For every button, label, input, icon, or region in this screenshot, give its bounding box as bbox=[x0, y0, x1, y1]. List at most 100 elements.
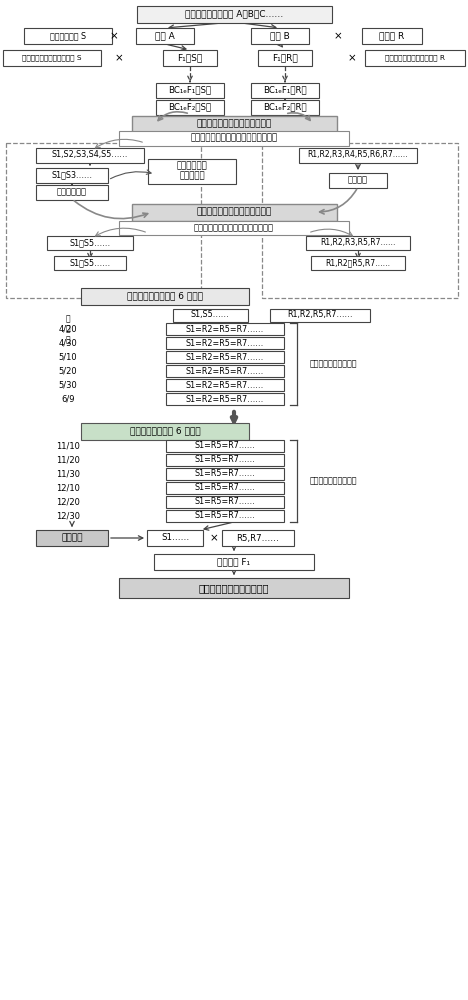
FancyBboxPatch shape bbox=[36, 530, 108, 546]
Text: S1、S5……: S1、S5…… bbox=[69, 258, 110, 267]
Text: BC₁ₑF₁（S）: BC₁ₑF₁（S） bbox=[168, 86, 212, 95]
Text: 11/10: 11/10 bbox=[56, 442, 80, 450]
Text: S1=R5=R7……: S1=R5=R7…… bbox=[195, 484, 256, 492]
Text: 镜检选择花粉
不育的单株: 镜检选择花粉 不育的单株 bbox=[176, 161, 207, 181]
FancyBboxPatch shape bbox=[306, 236, 410, 250]
Text: R1,R2、R5,R7……: R1,R2、R5,R7…… bbox=[325, 258, 391, 267]
Text: F₁（S）: F₁（S） bbox=[177, 53, 203, 62]
Text: F₁（R）: F₁（R） bbox=[272, 53, 298, 62]
FancyBboxPatch shape bbox=[36, 184, 108, 200]
FancyBboxPatch shape bbox=[166, 365, 284, 377]
FancyBboxPatch shape bbox=[24, 28, 112, 44]
Text: S1……: S1…… bbox=[161, 534, 189, 542]
Text: 剃茎自交收种: 剃茎自交收种 bbox=[57, 188, 87, 196]
FancyBboxPatch shape bbox=[119, 578, 349, 598]
FancyBboxPatch shape bbox=[136, 28, 194, 44]
FancyBboxPatch shape bbox=[166, 337, 284, 349]
Text: R5,R7……: R5,R7…… bbox=[236, 534, 279, 542]
Text: BC₁ₑF₁（R）: BC₁ₑF₁（R） bbox=[263, 86, 307, 95]
Text: ×: × bbox=[115, 53, 124, 63]
FancyBboxPatch shape bbox=[54, 256, 126, 270]
FancyBboxPatch shape bbox=[36, 167, 108, 182]
Text: S1=R5=R7……: S1=R5=R7…… bbox=[195, 470, 256, 479]
Text: 播
种
期: 播 种 期 bbox=[66, 314, 70, 344]
Text: 播始历期相近的亲本 A、B、C……: 播始历期相近的亲本 A、B、C…… bbox=[185, 9, 283, 18]
Text: 亲本生育期相近的杂交水稻: 亲本生育期相近的杂交水稻 bbox=[199, 583, 269, 593]
Text: 选择优良 F₁: 选择优良 F₁ bbox=[218, 558, 250, 566]
FancyBboxPatch shape bbox=[166, 496, 284, 508]
FancyBboxPatch shape bbox=[222, 530, 294, 546]
FancyBboxPatch shape bbox=[251, 28, 309, 44]
Text: 5/30: 5/30 bbox=[58, 380, 77, 389]
Text: BC₁ₑF₂（S）: BC₁ₑF₂（S） bbox=[168, 103, 212, 111]
FancyBboxPatch shape bbox=[173, 308, 248, 322]
Text: R1,R2,R3,R4,R5,R6,R7……: R1,R2,R3,R4,R5,R6,R7…… bbox=[307, 150, 409, 159]
Text: 低温短日条件下同时播种、移栽: 低温短日条件下同时播种、移栽 bbox=[197, 208, 271, 217]
Text: 高温长日长条件下分 6 期播种: 高温长日长条件下分 6 期播种 bbox=[127, 292, 203, 300]
FancyBboxPatch shape bbox=[156, 100, 224, 114]
Text: 生产上大面积应用的不育系 S: 生产上大面积应用的不育系 S bbox=[22, 55, 82, 61]
Text: 选择始穗期相同的株系: 选择始穗期相同的株系 bbox=[310, 360, 358, 368]
Text: 5/20: 5/20 bbox=[58, 366, 77, 375]
FancyBboxPatch shape bbox=[166, 440, 284, 452]
FancyBboxPatch shape bbox=[299, 147, 417, 162]
FancyBboxPatch shape bbox=[47, 236, 133, 250]
FancyBboxPatch shape bbox=[148, 158, 236, 184]
FancyBboxPatch shape bbox=[36, 147, 144, 162]
Text: S1,S5……: S1,S5…… bbox=[190, 310, 229, 320]
Text: 选择始穗期相同、农艺性状优良的单株: 选择始穗期相同、农艺性状优良的单株 bbox=[190, 133, 278, 142]
FancyBboxPatch shape bbox=[166, 510, 284, 522]
FancyBboxPatch shape bbox=[147, 530, 203, 546]
Text: 恢复系 R: 恢复系 R bbox=[380, 31, 405, 40]
Text: 11/20: 11/20 bbox=[56, 456, 80, 464]
FancyBboxPatch shape bbox=[166, 468, 284, 480]
Text: S1,S2,S3,S4,S5……: S1,S2,S3,S4,S5…… bbox=[52, 150, 128, 159]
Text: S1=R2=R5=R7……: S1=R2=R5=R7…… bbox=[186, 366, 264, 375]
FancyBboxPatch shape bbox=[81, 288, 249, 304]
Text: 自交收种: 自交收种 bbox=[348, 176, 368, 184]
FancyBboxPatch shape bbox=[132, 115, 336, 132]
FancyBboxPatch shape bbox=[166, 482, 284, 494]
Text: 高温长日条件下同时播种、移栽: 高温长日条件下同时播种、移栽 bbox=[197, 119, 271, 128]
FancyBboxPatch shape bbox=[163, 50, 217, 66]
FancyBboxPatch shape bbox=[166, 454, 284, 466]
Text: ×: × bbox=[210, 533, 219, 543]
FancyBboxPatch shape bbox=[166, 323, 284, 335]
Text: 12/30: 12/30 bbox=[56, 512, 80, 520]
Text: S1=R2=R5=R7……: S1=R2=R5=R7…… bbox=[186, 338, 264, 348]
Text: S1=R5=R7……: S1=R5=R7…… bbox=[195, 442, 256, 450]
Text: ×: × bbox=[110, 31, 118, 41]
FancyBboxPatch shape bbox=[362, 28, 422, 44]
FancyBboxPatch shape bbox=[3, 50, 101, 66]
Text: BC₁ₑF₂（R）: BC₁ₑF₂（R） bbox=[263, 103, 307, 111]
Text: 测交配组: 测交配组 bbox=[61, 534, 83, 542]
FancyBboxPatch shape bbox=[365, 50, 465, 66]
Text: 闭系核不育系 S: 闭系核不育系 S bbox=[50, 31, 86, 40]
Text: 选择始穗期相同的株系: 选择始穗期相同的株系 bbox=[310, 477, 358, 486]
FancyBboxPatch shape bbox=[154, 554, 314, 570]
Text: R1,R2,R5,R7……: R1,R2,R5,R7…… bbox=[287, 310, 353, 320]
Text: 11/30: 11/30 bbox=[56, 470, 80, 479]
FancyBboxPatch shape bbox=[119, 130, 349, 145]
FancyBboxPatch shape bbox=[119, 221, 349, 235]
FancyBboxPatch shape bbox=[156, 83, 224, 98]
FancyBboxPatch shape bbox=[166, 351, 284, 363]
Text: S1=R5=R7……: S1=R5=R7…… bbox=[195, 497, 256, 506]
Text: S1=R2=R5=R7……: S1=R2=R5=R7…… bbox=[186, 394, 264, 403]
Text: 亲本 B: 亲本 B bbox=[270, 31, 290, 40]
FancyBboxPatch shape bbox=[166, 379, 284, 391]
Text: 低温短日条件下分 6 期播种: 低温短日条件下分 6 期播种 bbox=[130, 426, 200, 436]
FancyBboxPatch shape bbox=[132, 204, 336, 221]
FancyBboxPatch shape bbox=[311, 256, 405, 270]
Text: 12/10: 12/10 bbox=[56, 484, 80, 492]
Text: 4/30: 4/30 bbox=[58, 338, 77, 348]
Text: 12/20: 12/20 bbox=[56, 497, 80, 506]
Text: S1、S3……: S1、S3…… bbox=[51, 170, 93, 180]
FancyBboxPatch shape bbox=[166, 393, 284, 405]
Text: S1=R5=R7……: S1=R5=R7…… bbox=[195, 512, 256, 520]
FancyBboxPatch shape bbox=[270, 308, 370, 322]
Text: R1,R2,R3,R5,R7……: R1,R2,R3,R5,R7…… bbox=[320, 238, 396, 247]
FancyBboxPatch shape bbox=[81, 422, 249, 440]
Text: 亲本 A: 亲本 A bbox=[155, 31, 175, 40]
FancyBboxPatch shape bbox=[329, 172, 387, 188]
